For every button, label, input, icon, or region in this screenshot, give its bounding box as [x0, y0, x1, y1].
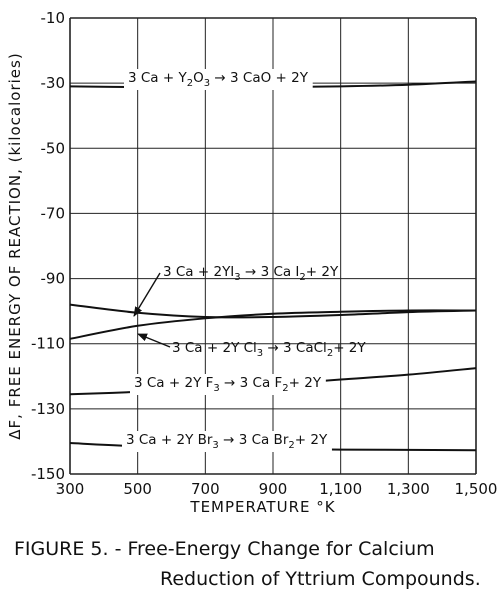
chart: 300 500 700 900 1,100 1,300 1,500 -10 -30 -50 -70…: [6, 9, 498, 516]
x-tick-label: 500: [123, 480, 152, 498]
subscript: 3: [212, 440, 218, 451]
y-tick-label: -110: [31, 335, 65, 353]
y-tick-label: -130: [31, 400, 65, 418]
y-tick-label: -150: [31, 465, 65, 483]
subscript: 3: [213, 383, 219, 394]
subscript: 2: [288, 440, 294, 451]
label-text: → 3 Ca Br: [219, 432, 289, 448]
series-line-3: [69, 309, 477, 340]
y-tick-label: -70: [41, 204, 66, 222]
x-tick-label: 300: [56, 480, 85, 498]
label-background: [130, 374, 326, 395]
arrow-ycl3: [137, 333, 171, 348]
x-tick-label: 700: [191, 480, 220, 498]
subscript: 3: [204, 78, 210, 89]
y-tick-label: -10: [41, 9, 66, 27]
label-background: [122, 431, 332, 452]
label-background: [124, 69, 313, 90]
label-text: 3 Ca + 2Y Cl: [172, 340, 257, 356]
reaction-label-3: 3 Ca + 2Y Cl3 → 3 CaCl2+ 2Y: [172, 340, 366, 359]
x-tick-label: 1,500: [455, 480, 498, 498]
y-tick-label: -30: [41, 74, 66, 92]
figure-caption-line-2: Reduction of Yttrium Compounds.: [160, 568, 481, 590]
x-tick-label: 1,300: [387, 480, 430, 498]
subscript: 3: [257, 348, 263, 359]
label-text: + 2Y: [333, 340, 366, 356]
subscript: 3: [234, 272, 240, 283]
label-text: → 3 Ca F: [220, 375, 283, 391]
label-text: 3 Ca + Y: [128, 70, 187, 86]
label-text: → 3 Ca I: [241, 264, 300, 280]
arrow-yi3: [133, 272, 161, 317]
label-text: 3 Ca + 2Y Br: [126, 432, 213, 448]
label-text: 3 Ca + 2YI: [163, 264, 234, 280]
y-tick-labels: -10 -30 -50 -70 -90 -110 -130 -150: [31, 9, 65, 483]
label-text: → 3 CaO + 2Y: [210, 70, 309, 86]
reaction-label-1: 3 Ca + Y2O3 → 3 CaO + 2Y: [128, 70, 309, 89]
reaction-labels: 3 Ca + Y2O3 → 3 CaO + 2Y3 Ca + 2YI3 → 3 …: [122, 69, 366, 452]
label-text: → 3 CaCl: [263, 340, 327, 356]
label-text: O: [193, 70, 204, 86]
x-tick-label: 900: [259, 480, 288, 498]
y-axis-title: ΔF, FREE ENERGY OF REACTION, (kilocalori…: [6, 52, 24, 439]
reaction-label-2: 3 Ca + 2YI3 → 3 Ca I2+ 2Y: [163, 264, 339, 283]
reaction-label-4: 3 Ca + 2Y F3 → 3 Ca F2+ 2Y: [134, 375, 322, 394]
y-tick-label: -50: [41, 139, 66, 157]
subscript: 2: [327, 348, 333, 359]
label-text: + 2Y: [295, 432, 328, 448]
subscript: 2: [187, 78, 193, 89]
pointer-arrows: [133, 272, 171, 348]
label-text: 3 Ca + 2Y F: [134, 375, 213, 391]
figure-caption-line-1: FIGURE 5. - Free-Energy Change for Calci…: [14, 538, 435, 560]
reaction-label-5: 3 Ca + 2Y Br3 → 3 Ca Br2+ 2Y: [126, 432, 328, 451]
y-tick-label: -90: [41, 270, 66, 288]
x-tick-label: 1,100: [319, 480, 362, 498]
subscript: 2: [282, 383, 288, 394]
label-text: + 2Y: [289, 375, 322, 391]
grid: [69, 17, 477, 475]
x-axis-title: TEMPERATURE °K: [189, 498, 335, 516]
label-text: + 2Y: [306, 264, 339, 280]
subscript: 2: [299, 272, 305, 283]
x-tick-labels: 300 500 700 900 1,100 1,300 1,500: [56, 480, 498, 498]
